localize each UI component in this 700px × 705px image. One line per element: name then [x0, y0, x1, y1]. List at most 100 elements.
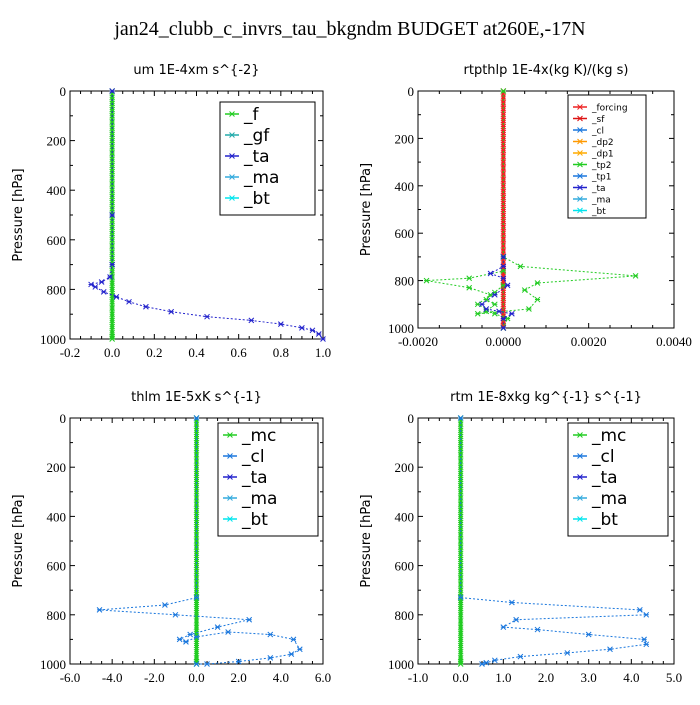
legend-label: _bt [243, 189, 270, 209]
data-point [109, 305, 116, 311]
data-point [500, 275, 507, 282]
data-point [193, 581, 200, 587]
data-point [193, 599, 200, 606]
legend-label: _ma [243, 168, 279, 188]
x-tick-label: 2.0 [231, 670, 247, 685]
series-cl [457, 415, 650, 667]
y-tick-label: 800 [47, 282, 67, 297]
legend-marker [577, 207, 583, 214]
legend-marker [229, 174, 235, 180]
legend-marker [227, 432, 233, 438]
data-point [457, 636, 464, 643]
data-point [193, 458, 200, 464]
legend-marker [577, 173, 583, 179]
data-point [193, 624, 200, 630]
data-point [193, 513, 200, 520]
data-point [109, 162, 116, 169]
data-point [474, 310, 481, 317]
legend-label: _dp1 [591, 150, 614, 160]
legend-label: _forcing [591, 104, 628, 114]
series-mc [457, 415, 464, 667]
data-point [109, 317, 116, 324]
data-point [496, 308, 502, 315]
data-point [193, 618, 200, 624]
data-point [172, 611, 179, 618]
y-tick-label: 200 [47, 134, 67, 149]
data-point [290, 636, 297, 643]
panel-title: rtpthlp 1E-4x(kg K)/(kg s) [464, 63, 629, 78]
legend-marker [577, 150, 583, 156]
y-tick-label: 0 [408, 411, 415, 426]
data-point [193, 470, 200, 477]
legend-label: _dp2 [591, 138, 614, 148]
y-tick-label: 400 [395, 179, 415, 194]
legend-label: _tp2 [591, 161, 611, 171]
chart-panel-1: um 1E-4xm s^{-2} Pressure [hPa] 0 200 400 600… [11, 63, 331, 360]
data-point [500, 268, 507, 274]
data-point [457, 648, 464, 655]
legend-marker [577, 196, 583, 202]
legend-label: _f [243, 105, 260, 125]
y-tick-label: 200 [395, 460, 415, 475]
data-point [100, 289, 107, 295]
data-point [109, 119, 116, 125]
data-point [500, 254, 507, 260]
y-tick-label: 800 [395, 608, 415, 623]
data-point [193, 525, 200, 532]
page-title: jan24_clubb_c_invrs_tau_bkgndm BUDGET at… [114, 18, 586, 40]
data-point [113, 293, 120, 300]
data-point [235, 658, 242, 665]
legend-label: _cl [241, 447, 265, 467]
data-point [457, 513, 464, 520]
legend-box [217, 422, 319, 537]
legend-marker [229, 195, 235, 201]
series-mc [193, 415, 200, 667]
data-point [457, 482, 464, 489]
legend: _mc_cl_ta_ma_bt [217, 422, 319, 537]
data-point [320, 336, 326, 342]
data-point [457, 538, 464, 544]
data-point [193, 495, 200, 501]
data-point [474, 301, 481, 308]
y-tick-label: 400 [47, 509, 67, 524]
data-point [500, 194, 507, 201]
legend-marker [577, 495, 583, 501]
y-tick-label: 0 [60, 411, 67, 426]
data-point [109, 230, 116, 237]
data-point [500, 242, 507, 248]
x-tick-label: 2.0 [538, 670, 554, 685]
legend-marker [577, 432, 583, 438]
y-axis-label: Pressure [hPa] [11, 494, 26, 587]
data-point [193, 501, 200, 507]
data-point [109, 218, 116, 225]
data-point [500, 182, 507, 189]
y-tick-label: 1000 [388, 321, 414, 336]
x-tick-label: -4.0 [102, 670, 123, 685]
legend-label: _bt [591, 510, 618, 530]
legend-label: _ma [591, 489, 627, 509]
x-tick-label: 0.2 [146, 345, 162, 360]
data-point [457, 630, 464, 637]
data-point [457, 618, 464, 624]
data-point [521, 287, 528, 293]
data-point [109, 336, 116, 342]
legend-marker [227, 474, 233, 480]
x-tick-label: 3.0 [581, 670, 597, 685]
data-point [491, 301, 498, 308]
data-point [423, 277, 430, 284]
data-point [500, 325, 507, 331]
data-point [143, 303, 149, 310]
data-point [564, 650, 571, 656]
legend-label: _tp1 [591, 173, 611, 183]
data-point [193, 605, 200, 612]
data-point [214, 624, 221, 630]
data-point [248, 317, 255, 324]
data-point [526, 306, 532, 312]
data-point [109, 311, 116, 318]
data-point [457, 599, 464, 606]
y-tick-label: 400 [47, 183, 67, 198]
data-point [643, 641, 650, 648]
data-point [632, 273, 639, 279]
legend-label: _bt [591, 207, 606, 217]
